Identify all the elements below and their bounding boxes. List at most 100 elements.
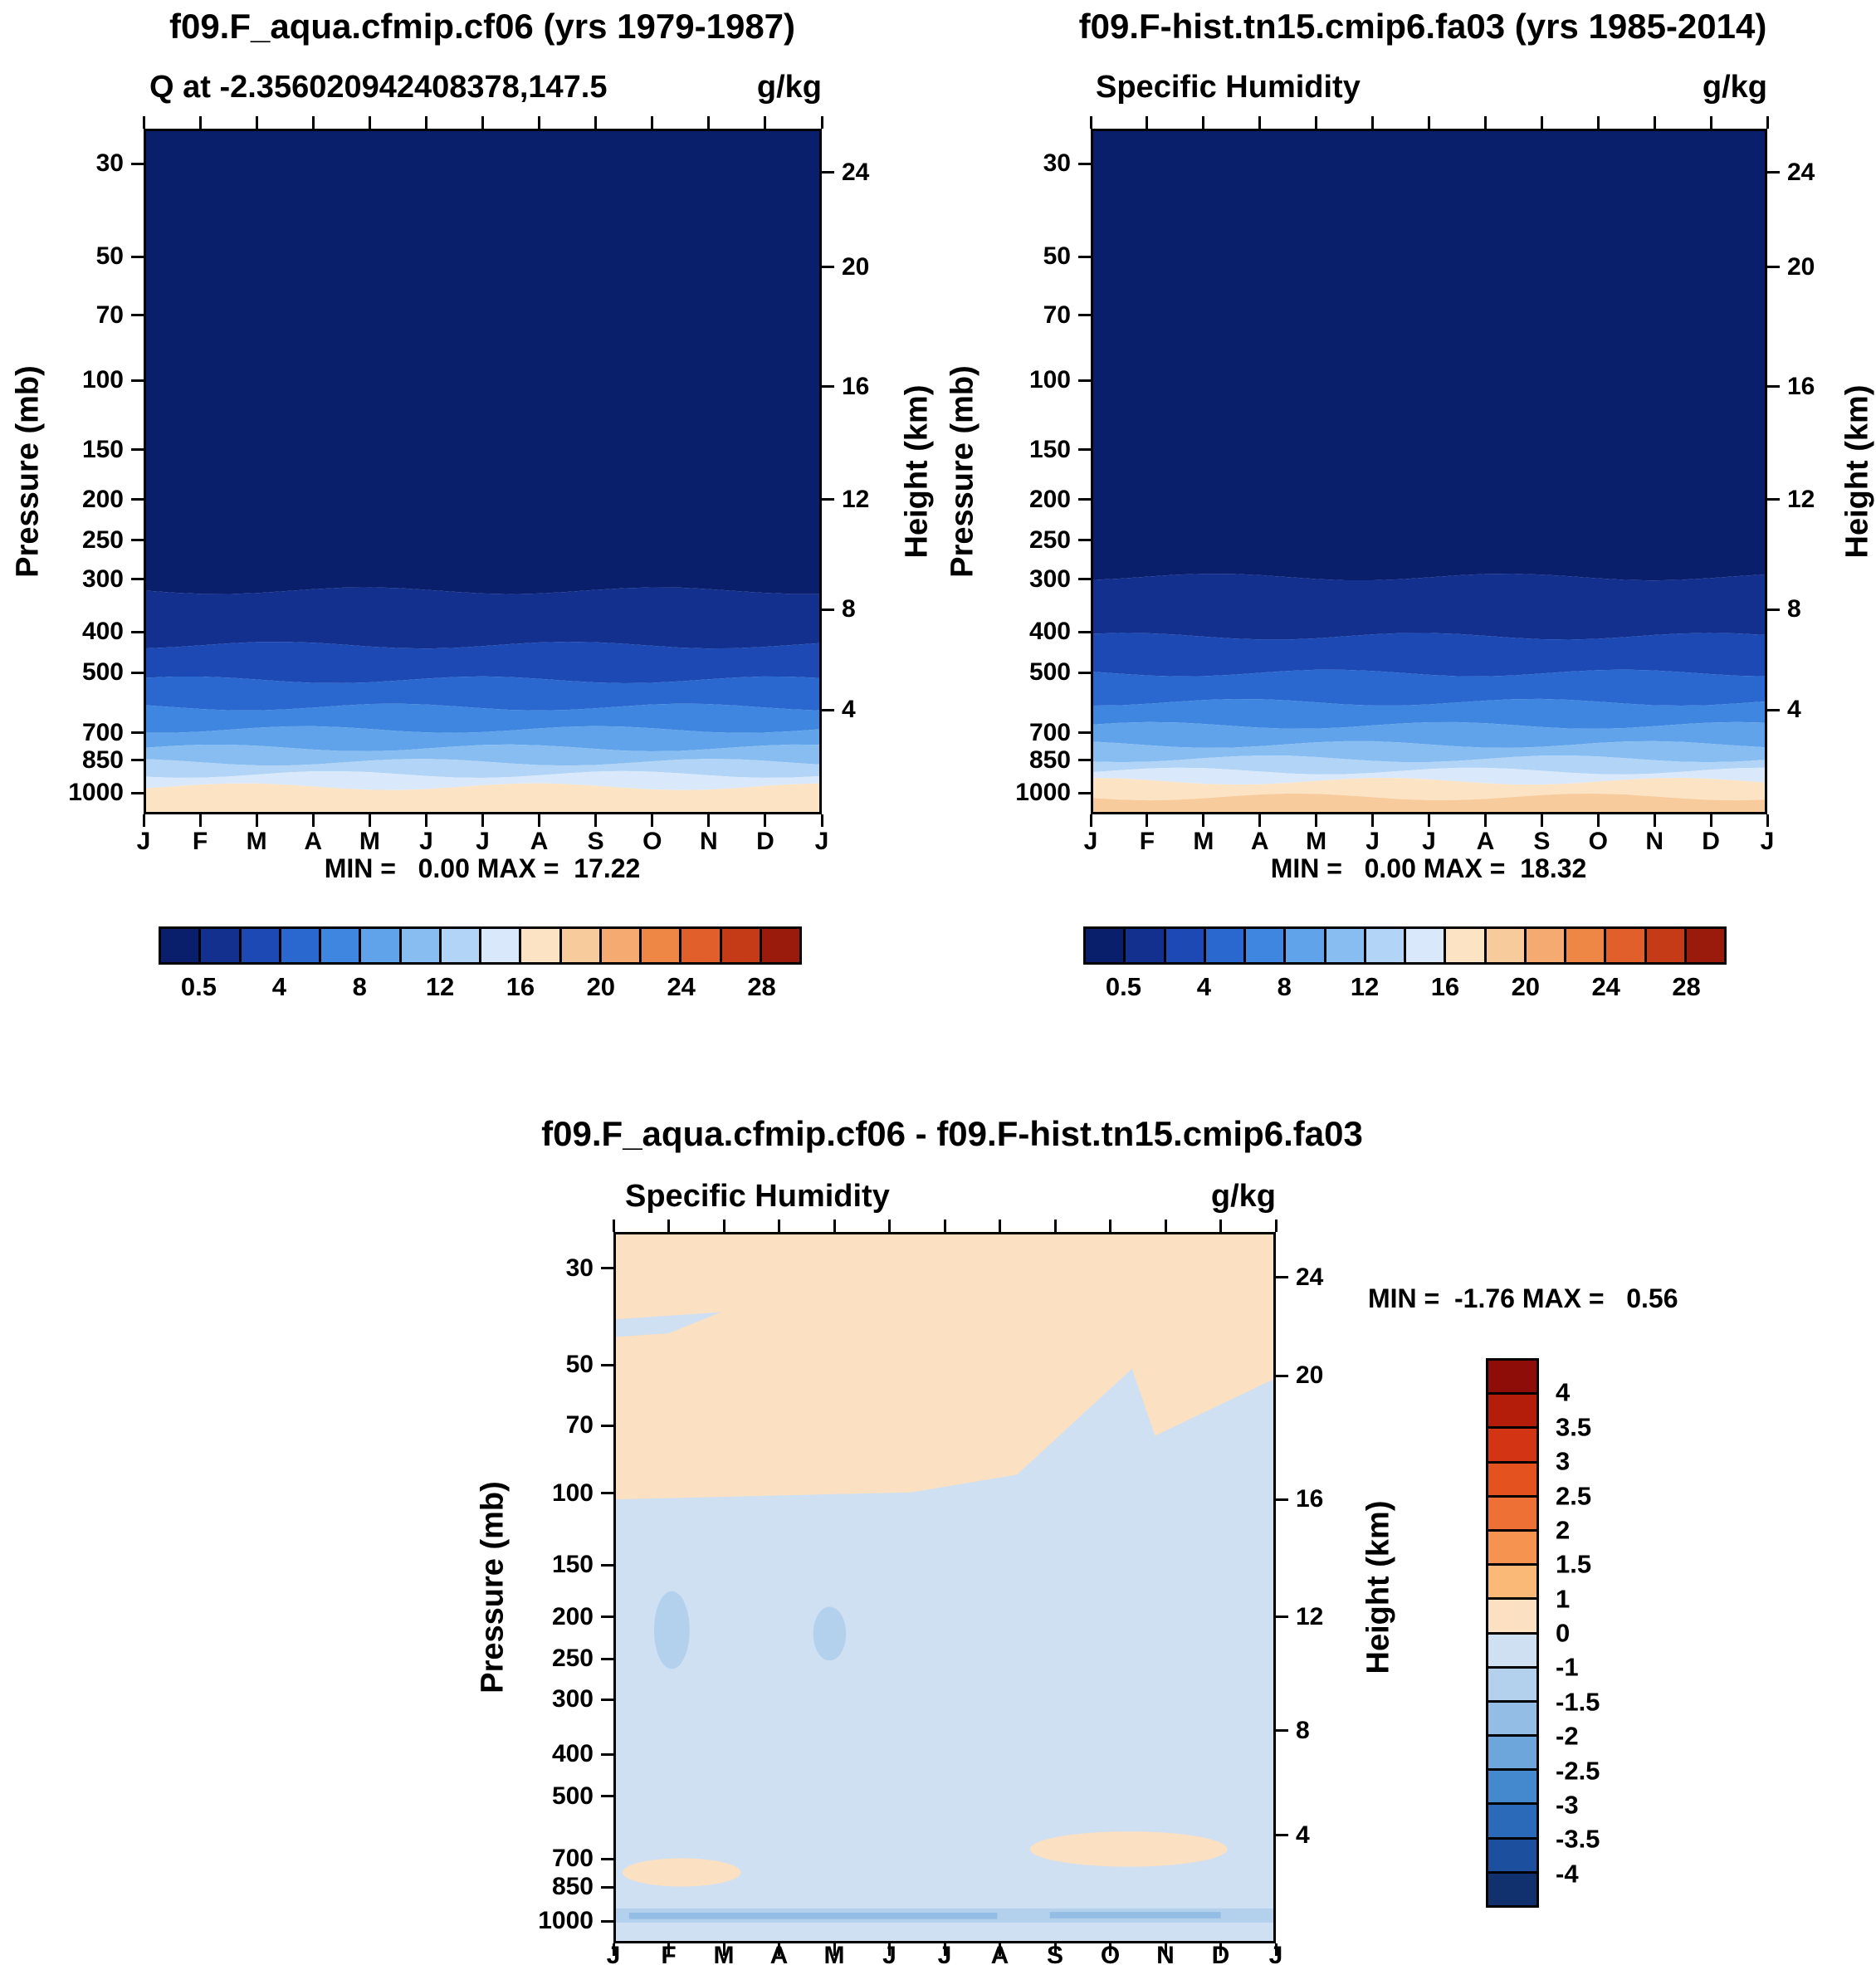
diff-region	[616, 1234, 1273, 1500]
hist-pressure-tick-label: 30	[1043, 149, 1071, 178]
hist-height-tick	[1767, 266, 1780, 269]
aqua-colorbar-cell	[679, 929, 720, 962]
aqua-month-tick-bottom	[311, 814, 315, 827]
aqua-month-label: M	[246, 828, 267, 855]
diff-month-label: F	[661, 1942, 677, 1965]
diff-colorbar-cell	[1488, 1361, 1536, 1393]
diff-month-tick-bottom	[1274, 1943, 1278, 1956]
aqua-pressure-tick-label: 70	[95, 301, 124, 329]
hist-month-tick-top	[1089, 116, 1092, 129]
aqua-month-tick-top	[368, 116, 371, 129]
hist-pressure-tick	[1078, 539, 1091, 542]
diff-month-tick-top	[1274, 1220, 1278, 1232]
hist-pressure-tick-label: 850	[1028, 745, 1071, 774]
aqua-height-tick	[822, 708, 834, 711]
hist-height-axis-title: Height (km)	[1839, 384, 1875, 559]
contour-band	[146, 676, 819, 711]
aqua-pressure-tick-label: 200	[81, 485, 124, 513]
aqua-pressure-tick-label: 250	[81, 525, 124, 554]
aqua-month-tick-bottom	[198, 814, 202, 827]
aqua-plot	[144, 129, 822, 814]
diff-colorbar-label: 2	[1556, 1515, 1571, 1545]
diff-colorbar-cell	[1488, 1528, 1536, 1564]
hist-height-tick-label: 4	[1787, 696, 1801, 724]
aqua-month-tick-top	[651, 116, 654, 129]
aqua-pressure-tick	[131, 630, 144, 633]
diff-pressure-tick-label: 200	[551, 1602, 594, 1630]
hist-height-tick	[1767, 498, 1780, 501]
aqua-month-tick-bottom	[764, 814, 767, 827]
diff-colorbar-cell	[1488, 1631, 1536, 1666]
aqua-pressure-tick-label: 30	[95, 149, 124, 178]
diff-month-tick-top	[612, 1220, 615, 1232]
aqua-month-tick-bottom	[651, 814, 654, 827]
aqua-height-axis-title: Height (km)	[899, 384, 935, 559]
hist-colorbar-cell	[1404, 929, 1444, 962]
aqua-pressure-tick-label: 700	[81, 718, 124, 746]
diff-month-label: A	[990, 1942, 1009, 1965]
contour-field	[146, 131, 819, 812]
diff-colorbar-cell	[1488, 1802, 1536, 1837]
diff-month-label: D	[1211, 1942, 1230, 1965]
hist-colorbar-cell	[1243, 929, 1284, 962]
hist-month-label: A	[1476, 828, 1495, 855]
aqua-month-tick-top	[198, 116, 202, 129]
aqua-month-tick-top	[538, 116, 541, 129]
diff-pressure-tick	[601, 1919, 613, 1923]
aqua-pressure-tick	[131, 448, 144, 452]
aqua-month-label: N	[699, 828, 718, 855]
diff-colorbar-label: -4	[1556, 1859, 1579, 1889]
diff-colorbar-cell	[1488, 1836, 1536, 1871]
hist-colorbar-label: 4	[1196, 972, 1211, 1001]
hist-colorbar-cell	[1123, 929, 1164, 962]
diff-month-tick-bottom	[1219, 1943, 1222, 1956]
hist-pressure-axis-title: Pressure (mb)	[945, 365, 980, 578]
hist-height-tick	[1767, 708, 1780, 711]
aqua-height-tick	[822, 171, 834, 174]
diff-month-label: J	[937, 1942, 952, 1965]
hist-month-label: M	[1193, 828, 1214, 855]
contour-band	[1093, 793, 1765, 812]
aqua-colorbar-label: 0.5	[180, 972, 217, 1001]
diff-month-tick-top	[1219, 1220, 1222, 1232]
hist-height-tick-label: 12	[1787, 485, 1815, 513]
aqua-colorbar-label: 24	[667, 972, 696, 1001]
hist-colorbar-cell	[1283, 929, 1324, 962]
diff-pressure-tick	[601, 1857, 613, 1860]
aqua-month-label: J	[136, 828, 151, 855]
diff-pressure-tick-label: 30	[565, 1254, 594, 1282]
diff-month-tick-top	[943, 1220, 946, 1232]
diff-pressure-axis-title: Pressure (mb)	[475, 1481, 511, 1694]
contour-band	[1093, 755, 1765, 775]
aqua-height-tick-label: 20	[842, 252, 870, 281]
contour-band	[1093, 574, 1765, 640]
aqua-month-tick-top	[707, 116, 711, 129]
aqua-month-tick-bottom	[538, 814, 541, 827]
aqua-colorbar-cell	[359, 929, 399, 962]
diff-pressure-tick-label: 50	[565, 1351, 594, 1379]
diff-height-tick	[1276, 1729, 1288, 1733]
aqua-pressure-tick-label: 100	[81, 366, 124, 394]
diff-pressure-tick	[601, 1267, 613, 1270]
diff-region	[628, 1912, 998, 1919]
hist-pressure-tick-label: 70	[1043, 301, 1071, 329]
hist-colorbar-cell	[1564, 929, 1605, 962]
contour-band	[1093, 633, 1765, 677]
diff-month-label: M	[713, 1942, 735, 1965]
hist-stats: MIN = 0.00 MAX = 18.32	[1270, 853, 1587, 883]
diff-month-tick-top	[833, 1220, 836, 1232]
hist-month-label: O	[1588, 828, 1608, 855]
aqua-month-tick-bottom	[142, 814, 145, 827]
hist-pressure-tick	[1078, 255, 1091, 258]
diff-colorbar-label: 0	[1556, 1618, 1571, 1648]
diff-pressure-tick-label: 300	[551, 1685, 594, 1713]
diff-month-tick-bottom	[722, 1943, 725, 1956]
hist-month-tick-bottom	[1371, 814, 1375, 827]
diff-month-tick-bottom	[1109, 1943, 1111, 1956]
aqua-height-tick-label: 12	[842, 485, 870, 513]
hist-colorbar-cell	[1523, 929, 1564, 962]
hist-title: f09.F-hist.tn15.cmip6.fa03 (yrs 1985-201…	[1078, 7, 1767, 46]
diff-colorbar-label: 3.5	[1556, 1412, 1592, 1442]
diff-month-label: A	[769, 1942, 789, 1965]
